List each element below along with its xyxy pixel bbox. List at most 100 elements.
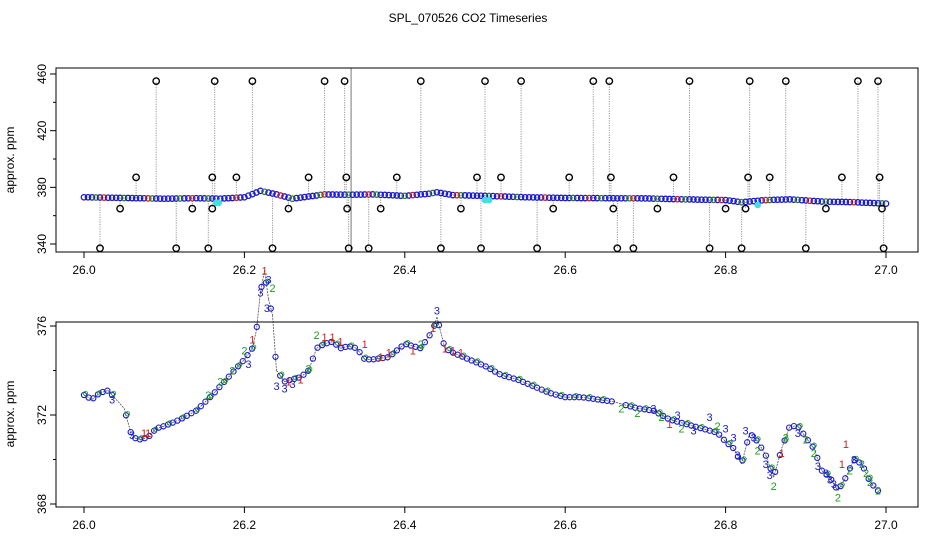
baseline-point: [577, 194, 585, 202]
trace-point-alt: [377, 354, 383, 360]
trace-point-alt: [489, 364, 495, 371]
baseline-point: [429, 189, 437, 197]
trace-point-alt: [419, 343, 425, 350]
trace-point: [440, 340, 447, 347]
trace-point: [482, 363, 489, 370]
baseline-point: [373, 191, 381, 198]
trace-point: [127, 428, 134, 436]
trace-point-alt: [475, 358, 481, 364]
baseline-point: [866, 199, 874, 207]
trace-point-alt: [279, 371, 285, 377]
trace-segment: [500, 374, 518, 380]
trace-point: [744, 439, 751, 446]
baseline-point: [168, 195, 176, 202]
baseline-point: [730, 197, 737, 205]
outlier-point: [268, 244, 277, 253]
marker-label-2: 2: [771, 481, 777, 493]
outlier-point: [284, 204, 293, 213]
baseline-point: [585, 194, 593, 202]
outlier-point: [497, 173, 505, 182]
marker-label-3: 3: [823, 468, 829, 480]
top-x-tick-label: 26.4: [393, 263, 417, 277]
outlier-point: [188, 204, 197, 213]
baseline-point: [401, 192, 409, 200]
baseline-point: [229, 194, 236, 202]
baseline-point: [361, 191, 369, 198]
trace-segment: [805, 437, 815, 449]
bottom-y-tick-label: 368: [35, 494, 49, 514]
trace-segment: [741, 432, 751, 465]
baseline-point: [642, 195, 649, 202]
baseline-point: [297, 194, 304, 201]
outlier-point: [172, 244, 181, 253]
baseline-point: [569, 194, 577, 202]
trace-segment: [228, 359, 245, 378]
baseline-point: [96, 194, 104, 201]
baseline-point: [104, 194, 112, 202]
marker-label-2: 2: [863, 468, 869, 480]
trace-segment: [765, 454, 775, 478]
trace-segment: [91, 392, 101, 400]
baseline-point: [581, 194, 589, 202]
outlier-point: [721, 204, 730, 213]
baseline-point: [289, 195, 296, 203]
marker-label-3: 3: [257, 288, 263, 300]
baseline-point: [674, 195, 681, 203]
outlier-point: [605, 77, 614, 86]
trace-segment: [131, 436, 141, 440]
marker-label-1: 1: [362, 339, 368, 351]
baseline-point: [622, 194, 629, 202]
trace-point-alt: [811, 442, 817, 448]
outlier-point: [208, 204, 217, 213]
baseline-point: [593, 194, 601, 202]
trace-point-alt: [657, 409, 663, 415]
marker-label-3: 3: [815, 461, 821, 473]
outlier-point: [517, 77, 525, 86]
marker-label-1: 1: [261, 265, 267, 277]
marker-label-3: 3: [281, 383, 287, 395]
baseline-point: [353, 191, 361, 198]
bottom-x-tick-label: 26.0: [72, 518, 96, 532]
baseline-point: [846, 198, 854, 206]
baseline-point: [654, 195, 661, 203]
trace-segment: [272, 314, 277, 371]
baseline-point: [834, 198, 842, 206]
baseline-point: [184, 194, 192, 202]
baseline-point: [658, 195, 665, 203]
baseline-point: [682, 196, 689, 203]
baseline-point: [345, 191, 353, 199]
baseline-point: [826, 198, 834, 206]
trace-point: [253, 323, 260, 331]
baseline-point: [397, 192, 405, 200]
trace-point: [776, 451, 784, 459]
baseline-point: [120, 194, 128, 202]
baseline-point: [389, 191, 397, 199]
trace-segment: [268, 299, 273, 315]
outlier-point: [607, 173, 615, 182]
trace-point: [146, 432, 153, 440]
baseline-point: [281, 193, 288, 200]
marker-label-3: 3: [831, 479, 837, 491]
trace-point-alt: [166, 420, 173, 426]
trace-segment: [821, 470, 831, 478]
baseline-point: [537, 194, 545, 201]
top-x-tick-label: 26.6: [554, 263, 578, 277]
baseline-point: [750, 197, 758, 205]
baseline-point: [337, 191, 344, 198]
marker-label-3: 3: [245, 359, 251, 371]
baseline-point: [686, 196, 693, 203]
marker-label-3: 3: [707, 412, 713, 424]
marker-label-2: 2: [715, 421, 721, 433]
marker-label-3: 3: [434, 305, 440, 317]
trace-point-alt: [531, 381, 537, 387]
baseline-point: [357, 191, 365, 198]
trace-point: [90, 395, 97, 402]
trace-point-alt: [96, 390, 103, 396]
baseline-point: [553, 194, 561, 202]
marker-label-2: 2: [418, 339, 424, 351]
trace-point: [828, 476, 835, 483]
outlier-point: [116, 204, 125, 213]
trace-point: [659, 412, 667, 420]
trace-point: [328, 338, 335, 346]
trace-point: [720, 436, 728, 443]
